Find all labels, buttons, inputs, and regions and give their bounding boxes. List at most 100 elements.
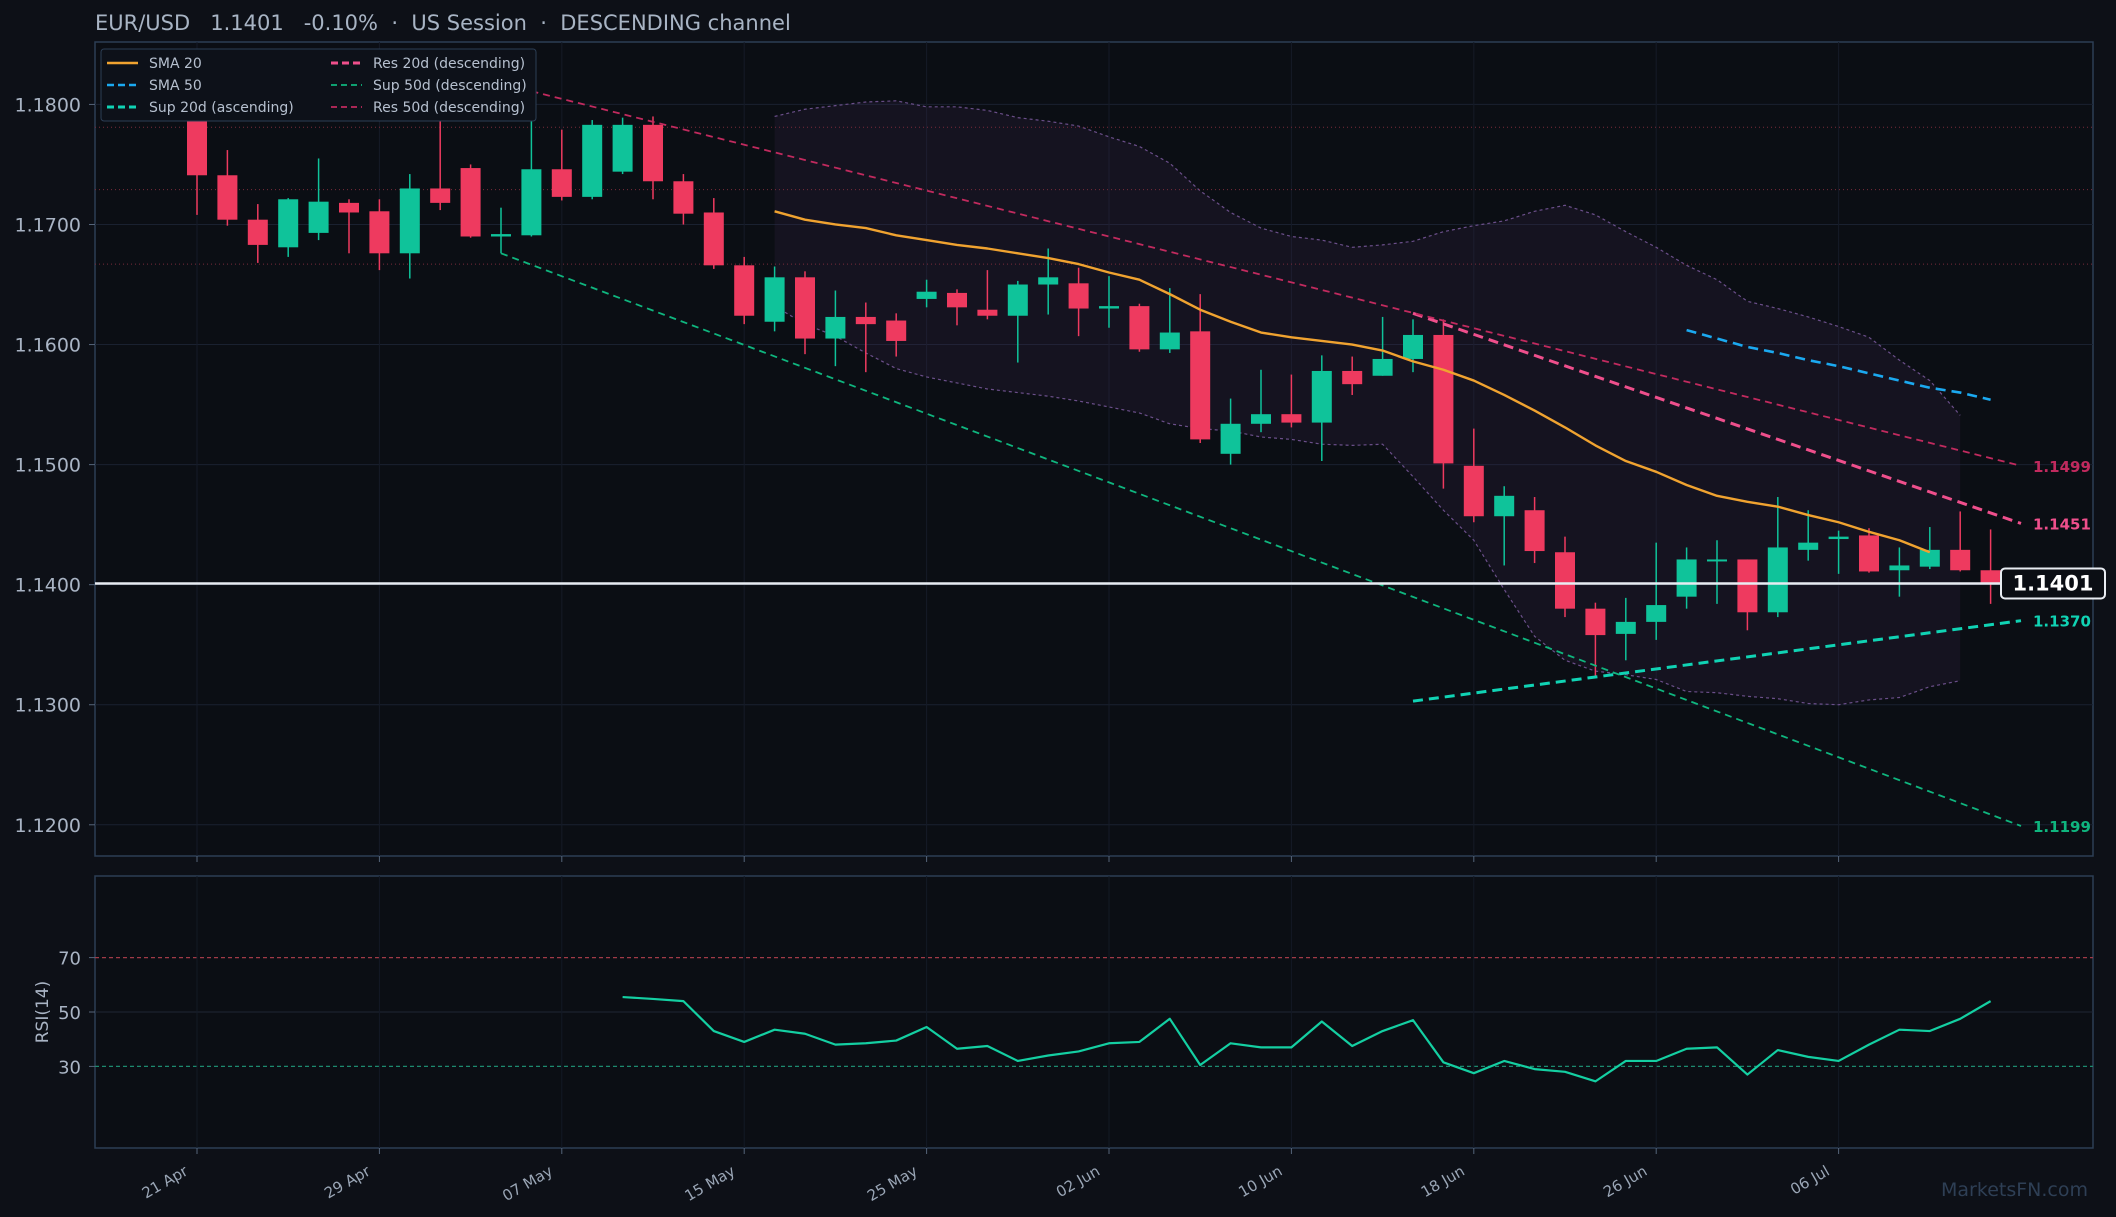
candle-body: [1980, 570, 2001, 584]
x-axis-label: 26 Jun: [1600, 1162, 1650, 1201]
candle-body: [886, 320, 907, 341]
trendline-end-label: 1.1451: [2033, 515, 2091, 533]
candle-body: [643, 124, 663, 182]
legend-box: [100, 48, 537, 122]
res50-trendline: [531, 90, 2022, 467]
trendline-end-label: 1.1199: [2033, 818, 2091, 836]
candle-body: [1038, 277, 1059, 285]
candle-body: [1311, 370, 1332, 423]
chart-title: EUR/USD 1.1401 -0.10% · US Session · DES…: [95, 11, 791, 35]
sup50-trendline: [500, 252, 2022, 827]
candle-body: [1403, 334, 1423, 359]
legend-entry-label: Res 20d (descending): [373, 56, 525, 72]
candle-body: [369, 211, 390, 254]
candle-body: [247, 219, 268, 245]
trendline-end-label: 1.1370: [2033, 613, 2091, 631]
candle-body: [612, 124, 633, 172]
candle-body: [278, 199, 299, 248]
y-tick-label: 1.1400: [15, 575, 81, 597]
candle-body: [217, 175, 238, 220]
res20-trendline: [1412, 311, 2022, 525]
candle-body: [430, 188, 451, 203]
candle-body: [1159, 332, 1180, 350]
y-tick-label: 1.1800: [15, 94, 81, 116]
sup20-trendline: [1412, 619, 2022, 703]
candle-body: [673, 181, 694, 214]
y-tick-label: 1.1600: [15, 335, 81, 357]
watermark: MarketsFN.com: [1941, 1179, 2088, 1201]
candle-body: [947, 292, 967, 308]
bollinger-lower-line: [774, 305, 1961, 706]
y-tick-label: 1.1300: [15, 695, 81, 717]
x-axis-label: 18 Jun: [1418, 1162, 1468, 1201]
candle-body: [308, 201, 329, 233]
y-tick-label: 1.1700: [15, 214, 81, 236]
candle-body: [1585, 608, 1606, 636]
y-tick-label: 1.1200: [15, 815, 81, 837]
x-axis-label: 21 Apr: [139, 1161, 192, 1202]
x-axis-label: 06 Jul: [1787, 1162, 1832, 1199]
candle-body: [521, 169, 542, 236]
rsi-y-axis-label: RSI(14): [33, 981, 53, 1044]
candle-body: [399, 188, 420, 254]
candle-body: [460, 168, 481, 237]
x-axis-label: 10 Jun: [1235, 1162, 1285, 1201]
rsi-line: [622, 995, 1992, 1083]
candle-body: [703, 212, 724, 266]
candle-body: [825, 316, 846, 339]
candle-body: [1251, 414, 1271, 424]
candle-body: [1828, 536, 1849, 540]
candle-body: [1190, 331, 1211, 440]
candle-body: [1767, 547, 1788, 613]
candle-body: [1099, 306, 1119, 309]
candle-body: [582, 124, 603, 197]
candle-body: [1919, 549, 1940, 567]
candle-body: [551, 169, 572, 197]
legend-entry-label: SMA 50: [149, 78, 202, 94]
candle-body: [1433, 334, 1454, 464]
sma20-line: [774, 210, 1931, 554]
legend-entry-label: Sup 50d (descending): [373, 78, 527, 94]
candle-body: [977, 309, 998, 316]
candle-body: [1950, 549, 1971, 571]
candle-body: [1129, 306, 1150, 350]
x-axis-label: 15 May: [682, 1162, 739, 1205]
x-axis-label: 25 May: [864, 1162, 921, 1205]
sma50-line: [1686, 328, 1991, 402]
candle-body: [795, 277, 815, 339]
legend-entry-label: Sup 20d (ascending): [149, 100, 294, 116]
candle-body: [1007, 284, 1028, 316]
candle-body: [764, 277, 785, 322]
y-tick-label: 1.1500: [15, 455, 81, 477]
candle-body: [1737, 559, 1758, 613]
candle-body: [855, 316, 876, 325]
candle-body: [1372, 358, 1393, 376]
legend: SMA 20 SMA 50 Sup 20d (ascending) Res 20d (…: [100, 48, 537, 122]
x-axis-label: 07 May: [499, 1162, 556, 1205]
bollinger-upper-line: [774, 100, 1961, 416]
candle-body: [1281, 414, 1302, 423]
candle-body: [1494, 495, 1515, 517]
candle-body: [1463, 465, 1484, 517]
x-axis-label: 02 Jun: [1053, 1162, 1103, 1201]
candle-body: [1676, 559, 1697, 597]
candle-body: [1615, 621, 1636, 634]
candle-body: [1555, 552, 1575, 609]
last-price-tag: [2000, 567, 2106, 600]
candle-body: [1342, 370, 1363, 385]
legend-entry-label: SMA 20: [149, 56, 202, 72]
candle-body: [1646, 605, 1667, 622]
bollinger-band-fill: [774, 100, 1961, 705]
rsi-y-tick-label: 70: [58, 949, 81, 970]
last-price-label: 1.1401: [2012, 571, 2093, 595]
candle-body: [916, 291, 937, 299]
trendline-end-label: 1.1499: [2033, 458, 2091, 476]
candle-body: [339, 202, 359, 213]
candle-body: [1889, 565, 1910, 571]
candle-body: [187, 116, 207, 176]
price-plot-area: [95, 42, 2093, 856]
candle-body: [734, 265, 755, 316]
candle-body: [491, 234, 511, 237]
candle-body: [1859, 535, 1879, 572]
